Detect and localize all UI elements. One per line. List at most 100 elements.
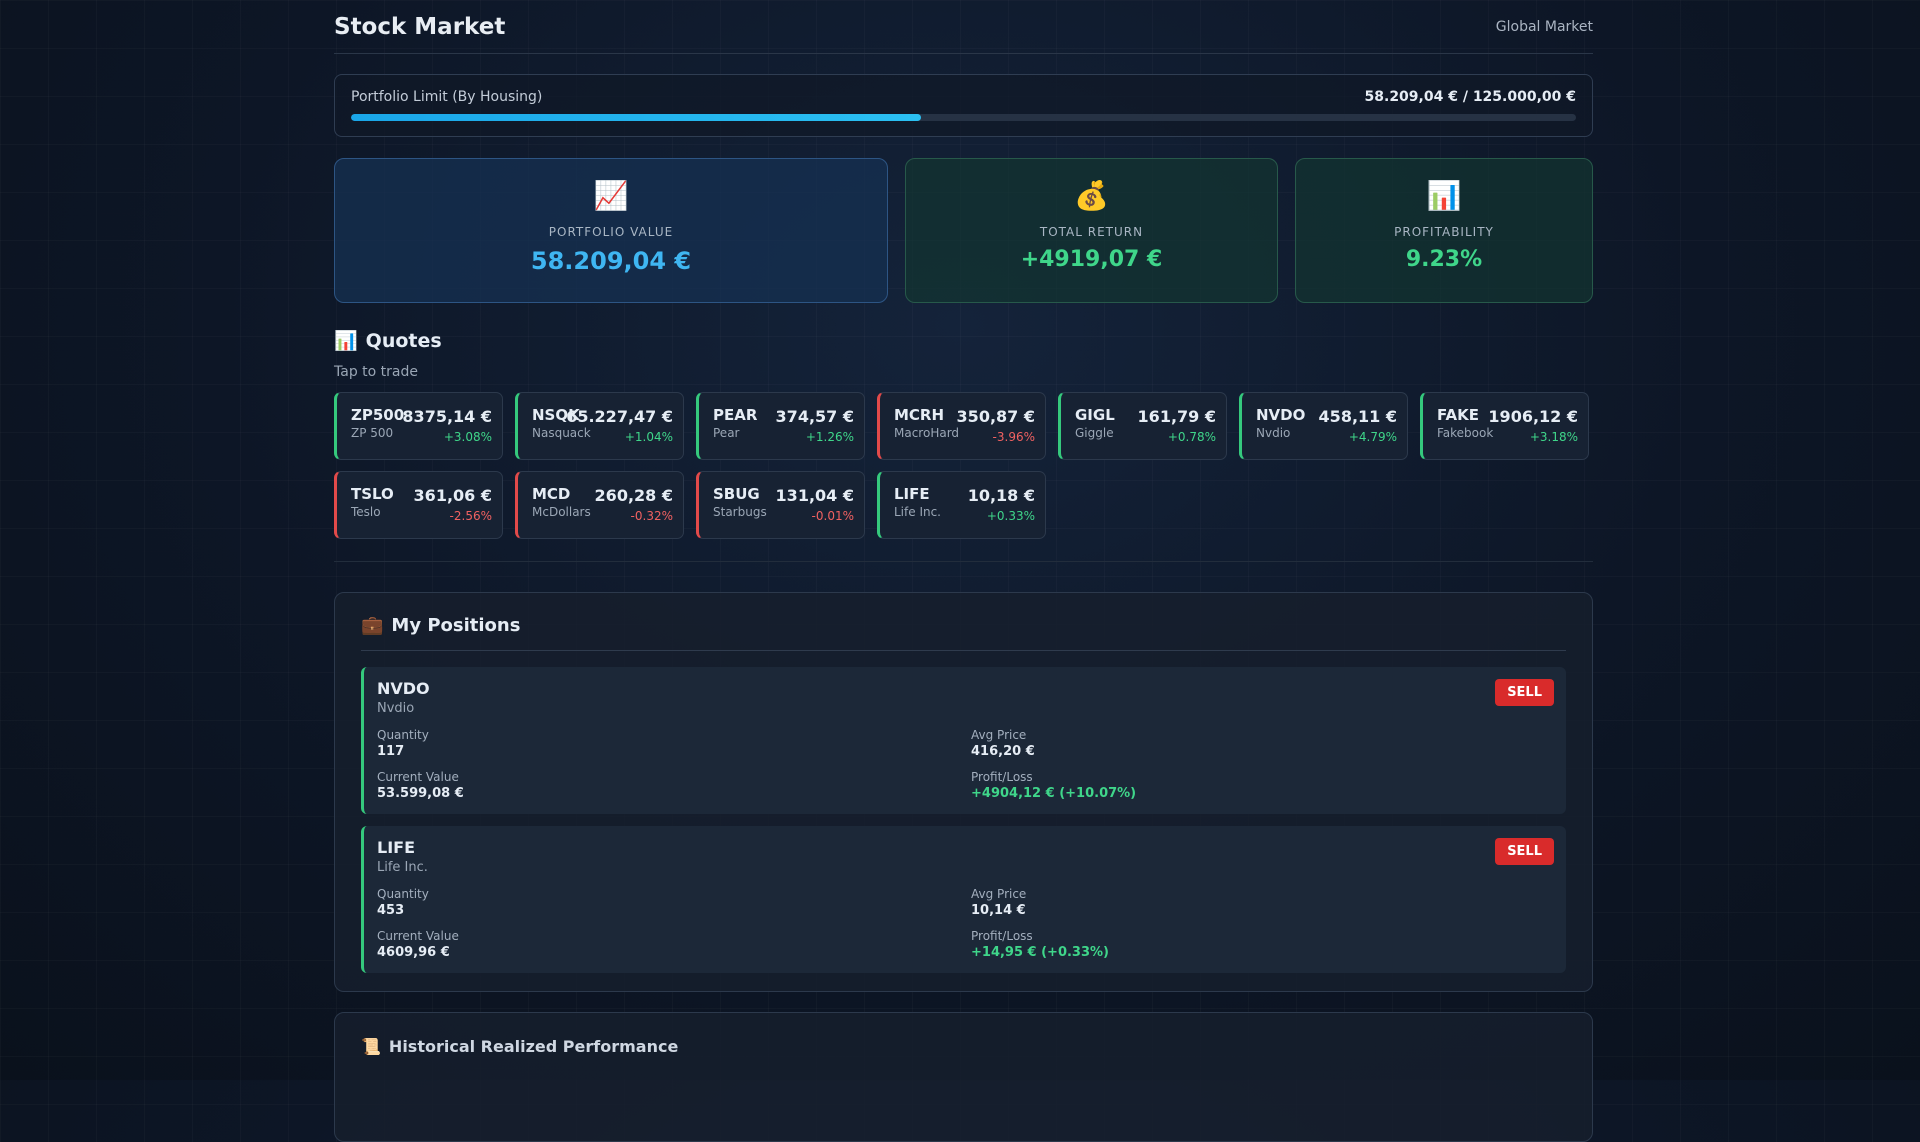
quote-name: Teslo [351, 505, 381, 519]
sell-button[interactable]: SELL [1495, 679, 1554, 706]
field-value: +14,95 € (+0.33%) [971, 945, 1109, 960]
position-name: Nvdio [377, 701, 415, 716]
quote-change: +1.04% [624, 430, 673, 444]
positions-heading: 💼 My Positions [361, 615, 1566, 651]
quote-symbol: PEAR [713, 406, 758, 424]
field-value: 453 [377, 903, 405, 918]
quote-change: +4.79% [1348, 430, 1397, 444]
stat-value: 58.209,04 € [530, 247, 692, 275]
quote-change: -0.32% [630, 509, 673, 523]
quote-price: 350,87 € [956, 407, 1035, 426]
field-label: Current Value [377, 929, 459, 943]
field-value: 416,20 € [971, 744, 1035, 759]
icon: 💼 [361, 615, 384, 636]
quote-price: 131,04 € [775, 486, 854, 505]
title: Stock Market [334, 13, 506, 40]
stat-icon: 📈 [593, 179, 629, 212]
separator [334, 561, 1593, 562]
quote-symbol: MCRH [894, 406, 945, 424]
field-label: Quantity [377, 887, 429, 901]
quote-price: 260,28 € [594, 486, 673, 505]
position-symbol: NVDO [377, 679, 430, 698]
field-label: Profit/Loss [971, 770, 1033, 784]
field: Current Value 53.599,08 € [377, 770, 971, 801]
heading-text: Quotes [365, 329, 442, 352]
position-list: NVDO Nvdio SELL Quantity 117 Avg Price 416,20 … [361, 667, 1566, 973]
stat-label: PORTFOLIO VALUE [548, 225, 674, 239]
field: Current Value 4609,96 € [377, 929, 971, 960]
position-symbol: LIFE [377, 838, 416, 857]
quote-card[interactable]: TSLO Teslo 361,06 € -2.56% [334, 471, 503, 539]
quote-symbol: NSQK [532, 406, 580, 424]
quote-symbol: FAKE [1437, 406, 1480, 424]
quote-grid: ZP500 ZP 500 8375,14 € +3.08% NSQK Nasquack 65… [334, 392, 1593, 539]
quote-name: Pear [713, 426, 740, 440]
quote-name: Life Inc. [894, 505, 941, 519]
quote-card[interactable]: NSQK Nasquack 65.227,47 € +1.04% [515, 392, 684, 460]
stat-card: 📈 PORTFOLIO VALUE 58.209,04 € [334, 158, 888, 303]
position-name: Life Inc. [377, 860, 428, 875]
field: Profit/Loss +4904,12 € (+10.07%) [971, 770, 1554, 801]
quote-name: Starbugs [713, 505, 767, 519]
stat-icon: 📊 [1426, 179, 1462, 212]
heading-text: Historical Realized Performance [388, 1037, 679, 1056]
stat-card: 📊 PROFITABILITY 9.23% [1295, 158, 1593, 303]
position-card: LIFE Life Inc. SELL Quantity 453 Avg Price 10,… [361, 826, 1566, 973]
portfolio-limit: Portfolio Limit (By Housing) 58.209,04 €… [334, 74, 1593, 137]
stat-label: PROFITABILITY [1394, 225, 1494, 239]
quote-card[interactable]: PEAR Pear 374,57 € +1.26% [696, 392, 865, 460]
quote-name: McDollars [532, 505, 591, 519]
quote-change: -2.56% [449, 509, 492, 523]
field: Avg Price 416,20 € [971, 728, 1554, 759]
limit-amount: 58.209,04 € / 125.000,00 € [1364, 89, 1576, 105]
quote-change: +1.26% [805, 430, 854, 444]
hint: Tap to trade [334, 364, 418, 380]
quote-price: 374,57 € [775, 407, 854, 426]
quote-symbol: SBUG [713, 485, 760, 503]
field-label: Avg Price [971, 887, 1027, 901]
quote-card[interactable]: MCD McDollars 260,28 € -0.32% [515, 471, 684, 539]
quote-change: +3.18% [1529, 430, 1578, 444]
market-label: Global Market [1495, 18, 1593, 35]
quote-price: 1906,12 € [1488, 407, 1578, 426]
quote-card[interactable]: MCRH MacroHard 350,87 € -3.96% [877, 392, 1046, 460]
field-value: 53.599,08 € [377, 786, 464, 801]
quote-name: Nvdio [1256, 426, 1291, 440]
position-fields: Quantity 453 Avg Price 10,14 € Current Value… [377, 887, 1554, 960]
app: Stock Market Global Market Portfolio Lim… [334, 0, 1593, 1142]
quote-price: 8375,14 € [402, 407, 492, 426]
progress-fill [351, 114, 922, 121]
quote-card[interactable]: LIFE Life Inc. 10,18 € +0.33% [877, 471, 1046, 539]
quote-price: 458,11 € [1318, 407, 1397, 426]
quote-name: MacroHard [894, 426, 960, 440]
quote-card[interactable]: NVDO Nvdio 458,11 € +4.79% [1239, 392, 1408, 460]
quote-card[interactable]: FAKE Fakebook 1906,12 € +3.18% [1420, 392, 1589, 460]
field-label: Avg Price [971, 728, 1027, 742]
sell-button[interactable]: SELL [1495, 838, 1554, 865]
quote-price: 161,79 € [1137, 407, 1216, 426]
stat-value: 9.23% [1405, 247, 1483, 272]
quote-card[interactable]: GIGL Giggle 161,79 € +0.78% [1058, 392, 1227, 460]
field-value: 4609,96 € [377, 945, 450, 960]
field-value: +4904,12 € (+10.07%) [971, 786, 1137, 801]
stat-value: +4919,07 € [1020, 247, 1163, 272]
quotes-heading: 📊 Quotes [334, 329, 1593, 353]
quote-name: ZP 500 [351, 426, 394, 440]
field: Profit/Loss +14,95 € (+0.33%) [971, 929, 1554, 960]
quote-card[interactable]: ZP500 ZP 500 8375,14 € +3.08% [334, 392, 503, 460]
quote-name: Nasquack [532, 426, 591, 440]
quote-change: +3.08% [443, 430, 492, 444]
position-fields: Quantity 117 Avg Price 416,20 € Current Valu… [377, 728, 1554, 801]
field-label: Current Value [377, 770, 459, 784]
quote-card[interactable]: SBUG Starbugs 131,04 € -0.01% [696, 471, 865, 539]
history-panel: 📜 Historical Realized Performance [334, 1012, 1593, 1142]
limit-label: Portfolio Limit (By Housing) [351, 89, 543, 105]
progress-track [351, 114, 1576, 121]
icon: 📜 [361, 1037, 381, 1056]
field-value: 10,14 € [971, 903, 1026, 918]
field-label: Profit/Loss [971, 929, 1033, 943]
quote-price: 65.227,47 € [566, 407, 673, 426]
header: Stock Market Global Market [334, 0, 1593, 54]
quote-price: 10,18 € [967, 486, 1035, 505]
